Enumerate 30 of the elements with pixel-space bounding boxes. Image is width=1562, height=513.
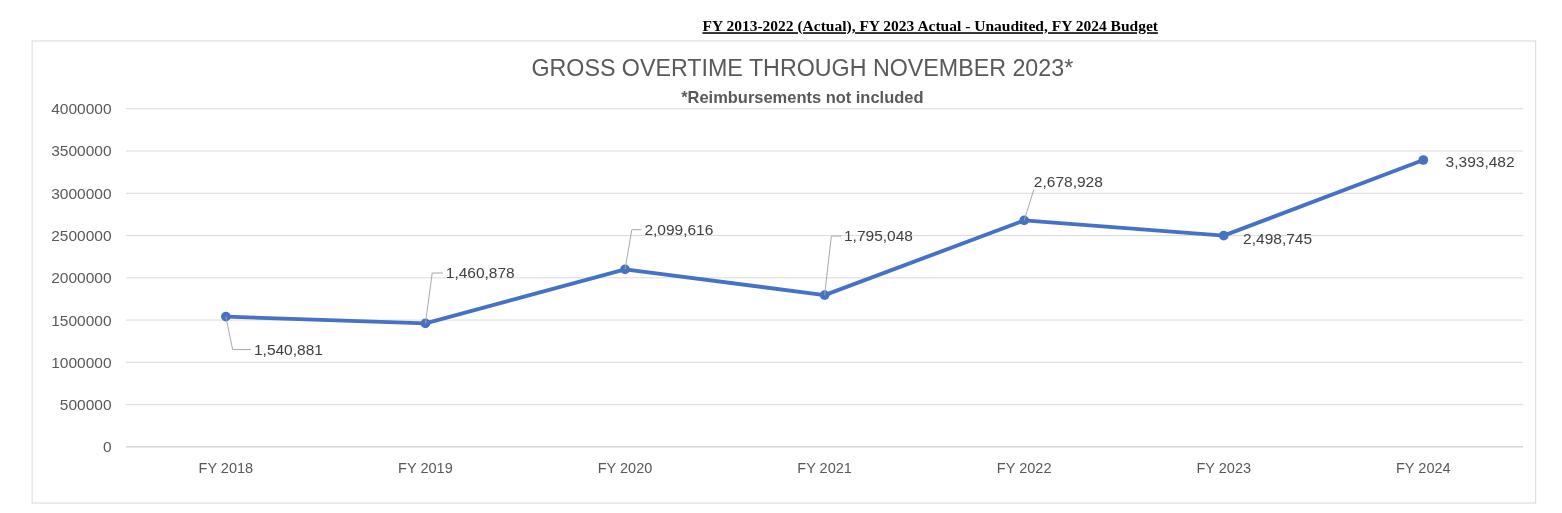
data-label: 2,498,745 bbox=[1243, 229, 1313, 247]
point bbox=[1019, 215, 1030, 226]
data-label: 1,795,048 bbox=[843, 227, 913, 245]
point bbox=[1218, 230, 1229, 241]
y-tick-label: 500000 bbox=[59, 396, 112, 414]
text: FY 2013-2022 (Actual), FY 2023 Actual - Unaudited, FY 2024 Budget bbox=[702, 17, 1159, 36]
y-tick-label: 0 bbox=[102, 438, 112, 456]
data-label: 1,540,881 bbox=[253, 340, 323, 358]
point bbox=[1418, 155, 1429, 165]
x-tick-label: FY 2021 bbox=[797, 460, 852, 477]
data-label: 2,678,928 bbox=[1033, 173, 1103, 191]
data-label: 3,393,482 bbox=[1445, 153, 1515, 171]
y-tick-label: 1500000 bbox=[51, 311, 112, 329]
x-tick-label: FY 2018 bbox=[198, 460, 254, 477]
y-tick-label: 1000000 bbox=[51, 353, 112, 371]
x-tick-label: FY 2022 bbox=[996, 460, 1052, 477]
chart-title: GROSS OVERTIME THROUGH NOVEMBER 2023* bbox=[531, 54, 1074, 81]
x-tick-label: FY 2023 bbox=[1196, 460, 1252, 477]
y-tick-label: 4000000 bbox=[51, 100, 112, 118]
chart-subtitle: *Reimbursements not included bbox=[681, 87, 924, 106]
y-tick-label: 2500000 bbox=[51, 226, 112, 244]
point bbox=[620, 264, 630, 275]
x-tick-label: FY 2019 bbox=[398, 460, 453, 477]
y-tick-label: 3000000 bbox=[51, 184, 112, 202]
data-label: 1,460,878 bbox=[445, 264, 515, 282]
x-tick-label: FY 2020 bbox=[597, 460, 653, 477]
y-tick-label: 2000000 bbox=[51, 269, 112, 287]
data-label: 2,099,616 bbox=[644, 221, 714, 239]
y-tick-label: 3500000 bbox=[51, 142, 112, 160]
x-tick-label: FY 2024 bbox=[1396, 460, 1451, 477]
